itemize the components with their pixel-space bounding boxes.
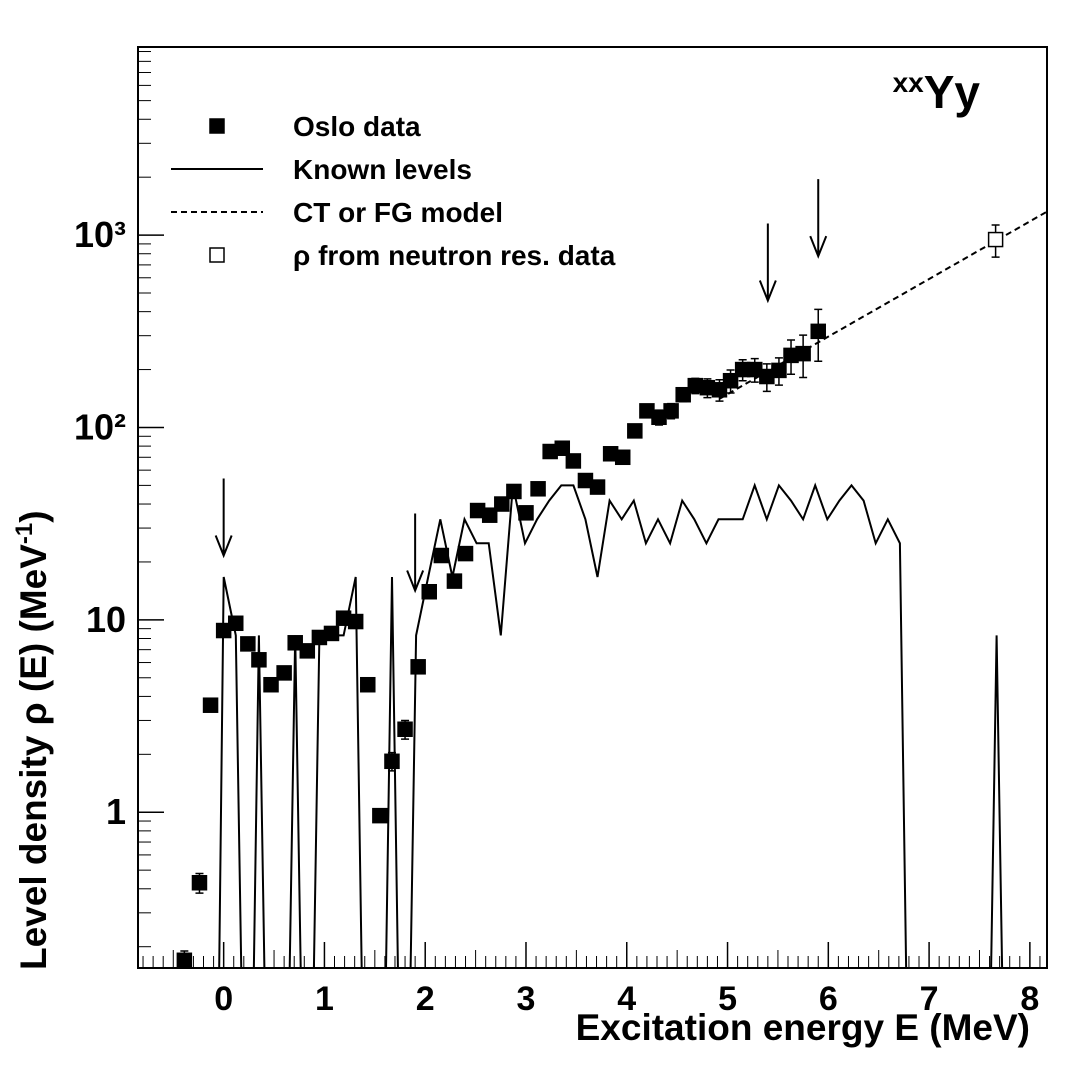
x-tick-label: 2 [416,980,435,1018]
arrow [214,478,233,559]
arrow [758,223,777,304]
data-point [810,323,826,340]
data-point [299,643,316,659]
legend-marker [209,247,225,263]
data-line [218,482,1004,968]
plot-area [176,210,1047,968]
nucleus-mass: xx [893,67,925,98]
x-tick-label: 3 [517,980,536,1018]
plot-frame [137,46,1048,969]
y-axis-title-end: ) [13,510,54,522]
y-tick-label: 10 [86,599,126,640]
data-point [384,753,400,770]
legend-label: CT or FG model [293,197,503,228]
x-tick-label: 4 [617,980,636,1018]
data-point [614,449,631,466]
data-point [589,479,606,495]
data-point [554,440,571,456]
x-tick-label: 1 [315,980,334,1018]
data-point [397,721,413,737]
data-point [202,697,219,713]
x-tick-label: 6 [819,980,838,1018]
legend-label: Oslo data [293,111,421,142]
x-tick-label: 8 [1020,980,1039,1018]
x-tick-label: 7 [920,980,939,1018]
data-point [627,423,643,439]
nucleus-label: xxYy [893,66,981,118]
data-point [240,636,256,652]
arrow [406,513,425,594]
nucleus-symbol: Yy [924,66,981,118]
data-point [530,481,546,497]
data-point [771,362,787,379]
data-point [276,665,292,681]
data-point [663,403,679,419]
data-point [410,659,426,675]
y-axis-title-main: Level density ρ (E) (MeV [13,544,54,970]
y-tick-label: 10² [74,406,126,447]
legend-marker [209,118,225,134]
x-tick-label: 5 [718,980,737,1018]
data-point [795,345,811,362]
data-point [722,372,739,389]
data-point [565,453,582,469]
data-point [446,573,463,589]
data-point [457,545,474,562]
data-point [518,505,534,521]
data-point [675,386,691,403]
data-point [191,874,208,891]
data-point [481,507,498,523]
legend-label: Known levels [293,154,472,185]
data-point [228,615,244,632]
data-point [494,496,510,512]
arrow [809,179,828,259]
data-point [176,952,193,968]
x-axis-title: Excitation energy E (MeV) [576,1007,1030,1048]
data-point [263,676,279,693]
y-tick-label: 10³ [74,214,126,255]
y-axis-title-sup: -1 [11,523,38,544]
data-point [987,231,1004,248]
y-axis-title: Level density ρ (E) (MeV-1) [11,510,54,970]
x-tick-label: 0 [214,980,233,1018]
data-point [323,625,340,642]
data-point [372,807,388,824]
y-tick-label: 1 [106,791,126,832]
legend-label: ρ from neutron res. data [293,240,616,271]
data-point [360,676,376,693]
